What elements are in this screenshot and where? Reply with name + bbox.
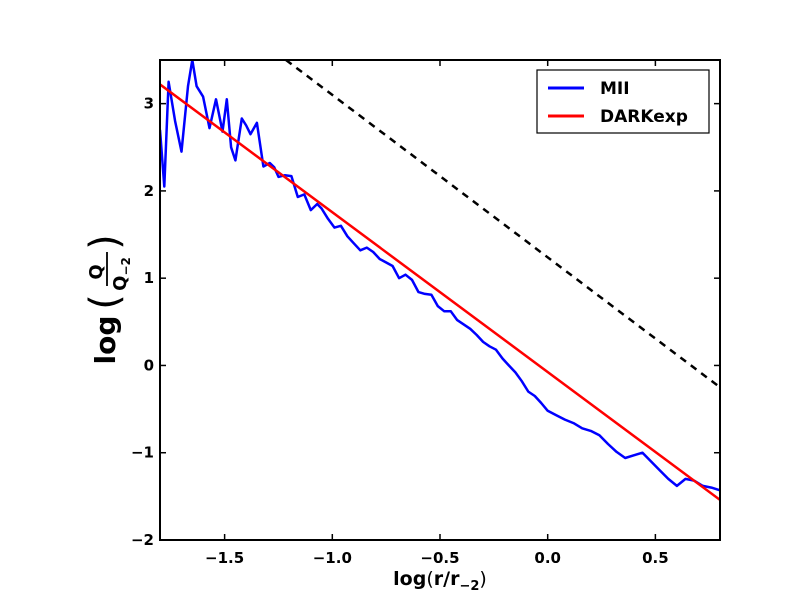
svg-text:Q−2: Q−2 bbox=[110, 257, 133, 291]
x-tick-label: 0.0 bbox=[534, 549, 561, 567]
y-tick-label: −2 bbox=[131, 531, 154, 549]
svg-text:(: ( bbox=[82, 294, 128, 310]
plot-frame bbox=[159, 59, 721, 541]
svg-text:): ) bbox=[82, 234, 128, 250]
legend: MII DARKexp bbox=[536, 69, 710, 134]
x-tick-label: −0.5 bbox=[420, 549, 459, 567]
x-tick-label: 0.5 bbox=[642, 549, 669, 567]
y-tick-label: 1 bbox=[144, 269, 154, 287]
y-tick-label: 3 bbox=[144, 95, 154, 113]
x-tick-label: −1.5 bbox=[205, 549, 244, 567]
series-line-mii bbox=[160, 60, 720, 492]
legend-label-darkexp: DARKexp bbox=[600, 107, 688, 127]
x-tick-label: −1.0 bbox=[313, 549, 352, 567]
legend-label-mii: MII bbox=[600, 79, 630, 99]
x-axis-label: log(r/r−2) bbox=[393, 568, 487, 594]
legend-box bbox=[536, 69, 710, 134]
series-line-darkexp bbox=[160, 83, 720, 501]
svg-text:log: log bbox=[89, 316, 122, 365]
svg-text:Q: Q bbox=[86, 264, 107, 279]
y-tick-label: 0 bbox=[144, 356, 154, 374]
y-tick-label: 2 bbox=[144, 182, 154, 200]
series-layer bbox=[160, 60, 720, 501]
y-axis-label: log ( Q Q−2 ) bbox=[82, 234, 133, 364]
y-tick-label: −1 bbox=[131, 444, 154, 462]
